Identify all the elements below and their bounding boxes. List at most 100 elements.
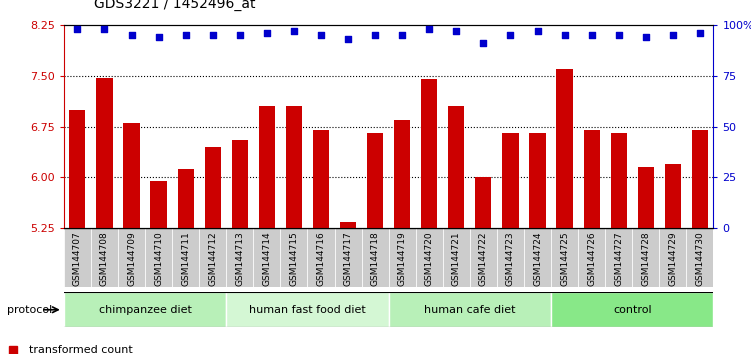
- Point: [207, 32, 219, 38]
- Bar: [286, 106, 302, 228]
- Bar: [692, 130, 708, 228]
- Bar: [280, 228, 307, 287]
- Point: [261, 30, 273, 36]
- Point: [179, 32, 192, 38]
- Text: GSM144716: GSM144716: [316, 231, 325, 286]
- Point: [586, 32, 598, 38]
- Bar: [665, 164, 681, 228]
- Bar: [632, 228, 659, 287]
- Text: GSM144707: GSM144707: [73, 231, 82, 286]
- Bar: [394, 120, 410, 228]
- Bar: [91, 228, 118, 287]
- Bar: [686, 228, 713, 287]
- Text: GSM144720: GSM144720: [425, 231, 434, 286]
- Bar: [389, 292, 551, 327]
- Bar: [226, 292, 389, 327]
- Text: GSM144727: GSM144727: [614, 231, 623, 286]
- Bar: [172, 228, 199, 287]
- Bar: [199, 228, 226, 287]
- Point: [694, 30, 706, 36]
- Point: [397, 32, 409, 38]
- Point: [152, 34, 164, 40]
- Bar: [123, 123, 140, 228]
- Bar: [361, 228, 389, 287]
- Text: GSM144728: GSM144728: [641, 231, 650, 286]
- Text: GSM144724: GSM144724: [533, 231, 542, 286]
- Text: GSM144721: GSM144721: [452, 231, 461, 286]
- Text: GSM144723: GSM144723: [506, 231, 515, 286]
- Point: [369, 32, 381, 38]
- Bar: [177, 169, 194, 228]
- Text: GSM144719: GSM144719: [398, 231, 407, 286]
- Point: [125, 32, 137, 38]
- Text: transformed count: transformed count: [29, 346, 132, 354]
- Text: GSM144711: GSM144711: [181, 231, 190, 286]
- Bar: [96, 78, 113, 228]
- Text: GSM144715: GSM144715: [289, 231, 298, 286]
- Text: GSM144726: GSM144726: [587, 231, 596, 286]
- Bar: [204, 147, 221, 228]
- Bar: [340, 222, 356, 228]
- Point: [424, 26, 436, 32]
- Text: GSM144725: GSM144725: [560, 231, 569, 286]
- Bar: [443, 228, 470, 287]
- Point: [315, 32, 327, 38]
- Bar: [307, 228, 334, 287]
- Point: [451, 28, 463, 34]
- Point: [559, 32, 571, 38]
- Bar: [556, 69, 573, 228]
- Bar: [551, 228, 578, 287]
- Text: chimpanzee diet: chimpanzee diet: [98, 305, 192, 315]
- Text: GSM144712: GSM144712: [208, 231, 217, 286]
- Bar: [611, 133, 627, 228]
- Text: human cafe diet: human cafe diet: [424, 305, 516, 315]
- Text: protocol: protocol: [8, 305, 53, 315]
- Bar: [118, 228, 145, 287]
- Bar: [524, 228, 551, 287]
- Text: GDS3221 / 1452496_at: GDS3221 / 1452496_at: [94, 0, 255, 11]
- Bar: [150, 181, 167, 228]
- Text: GSM144714: GSM144714: [262, 231, 271, 286]
- Text: human fast food diet: human fast food diet: [249, 305, 366, 315]
- Point: [505, 32, 517, 38]
- Text: GSM144713: GSM144713: [235, 231, 244, 286]
- Bar: [145, 228, 172, 287]
- Bar: [605, 228, 632, 287]
- Text: GSM144708: GSM144708: [100, 231, 109, 286]
- Bar: [584, 130, 600, 228]
- Point: [613, 32, 625, 38]
- Bar: [231, 140, 248, 228]
- Point: [478, 40, 490, 46]
- Text: GSM144718: GSM144718: [370, 231, 379, 286]
- Bar: [578, 228, 605, 287]
- Bar: [64, 228, 91, 287]
- Bar: [253, 228, 280, 287]
- Bar: [334, 228, 361, 287]
- Bar: [226, 228, 253, 287]
- Point: [71, 26, 83, 32]
- Text: GSM144722: GSM144722: [479, 231, 488, 286]
- Bar: [258, 106, 275, 228]
- Bar: [64, 292, 226, 327]
- Bar: [551, 292, 713, 327]
- Bar: [389, 228, 416, 287]
- Point: [288, 28, 300, 34]
- Bar: [475, 177, 491, 228]
- Bar: [502, 133, 518, 228]
- Bar: [367, 133, 383, 228]
- Point: [640, 34, 652, 40]
- Bar: [497, 228, 524, 287]
- Bar: [638, 167, 654, 228]
- Bar: [529, 133, 546, 228]
- Point: [532, 28, 544, 34]
- Bar: [421, 79, 437, 228]
- Text: GSM144729: GSM144729: [668, 231, 677, 286]
- Point: [342, 36, 354, 42]
- Bar: [659, 228, 686, 287]
- Text: GSM144710: GSM144710: [154, 231, 163, 286]
- Text: control: control: [613, 305, 652, 315]
- Bar: [416, 228, 443, 287]
- Bar: [470, 228, 497, 287]
- Bar: [313, 130, 329, 228]
- Point: [667, 32, 679, 38]
